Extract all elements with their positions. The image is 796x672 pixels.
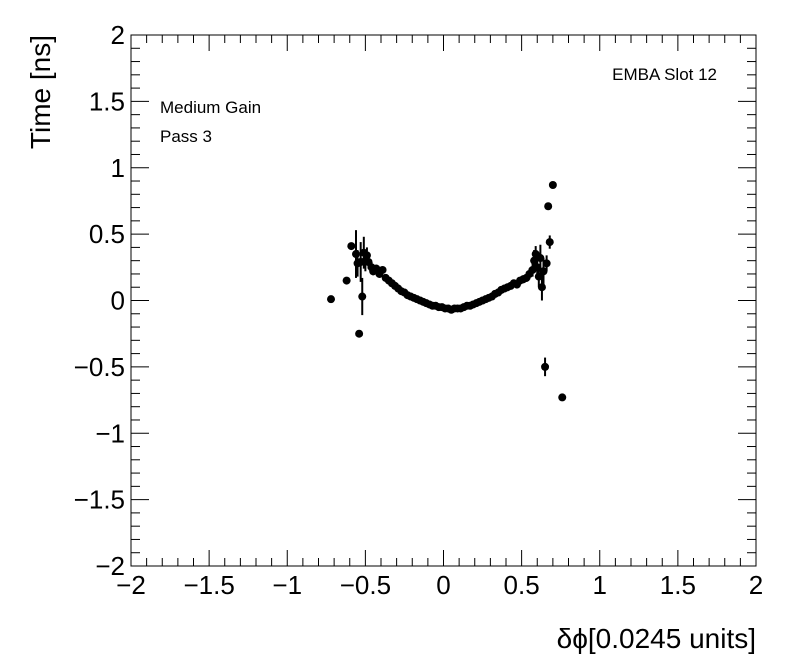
data-point bbox=[536, 254, 545, 263]
data-point bbox=[548, 181, 557, 190]
data-point bbox=[537, 283, 546, 292]
data-point bbox=[545, 238, 554, 247]
data-point bbox=[352, 250, 360, 259]
data-point bbox=[362, 251, 371, 260]
annotation-pass: Pass 3 bbox=[160, 127, 212, 146]
annotation-slot: EMBA Slot 12 bbox=[612, 65, 717, 84]
data-point bbox=[539, 267, 548, 276]
y-tick-label: 0.5 bbox=[89, 219, 125, 249]
data-point bbox=[347, 242, 356, 251]
data-point bbox=[544, 202, 553, 211]
data-point bbox=[355, 329, 364, 338]
data-point bbox=[542, 259, 551, 268]
x-tick-label: −1 bbox=[272, 570, 302, 600]
x-tick-label: 0.5 bbox=[504, 570, 540, 600]
x-tick-label: 1.5 bbox=[660, 570, 696, 600]
x-tick-label: 0 bbox=[436, 570, 450, 600]
data-point bbox=[327, 295, 335, 304]
x-tick-labels: −2 −1.5 −1 −0.5 0 0.5 1 1.5 2 bbox=[116, 570, 763, 600]
data-point bbox=[534, 272, 543, 281]
x-tick-label: −2 bbox=[116, 570, 146, 600]
y-tick-label: −0.5 bbox=[74, 352, 125, 382]
y-tick-label: 1 bbox=[111, 153, 125, 183]
y-tick-label: −1 bbox=[95, 418, 125, 448]
y-tick-label: 2 bbox=[111, 20, 125, 50]
y-tick-label: 0 bbox=[111, 286, 125, 316]
data-point bbox=[342, 276, 351, 285]
x-axis-title: δϕ[0.0245 units] bbox=[557, 623, 756, 654]
data-point bbox=[378, 265, 387, 274]
plot-frame bbox=[130, 34, 757, 567]
y-tick-label: 1.5 bbox=[89, 86, 125, 116]
data-point bbox=[558, 393, 567, 402]
annotation-gain: Medium Gain bbox=[160, 98, 261, 117]
x-tick-label: 2 bbox=[749, 570, 763, 600]
x-tick-label: −0.5 bbox=[340, 570, 391, 600]
x-tick-label: −1.5 bbox=[183, 570, 234, 600]
y-tick-label: −1.5 bbox=[74, 485, 125, 515]
data-point bbox=[541, 362, 550, 371]
y-tick-label: −2 bbox=[95, 551, 125, 581]
x-tick-label: 1 bbox=[593, 570, 607, 600]
y-axis-title: Time [ns] bbox=[25, 35, 56, 149]
y-tick-labels: −2 −1.5 −1 −0.5 0 0.5 1 1.5 2 bbox=[74, 20, 125, 581]
data-point bbox=[358, 292, 367, 301]
data-points bbox=[327, 181, 567, 402]
